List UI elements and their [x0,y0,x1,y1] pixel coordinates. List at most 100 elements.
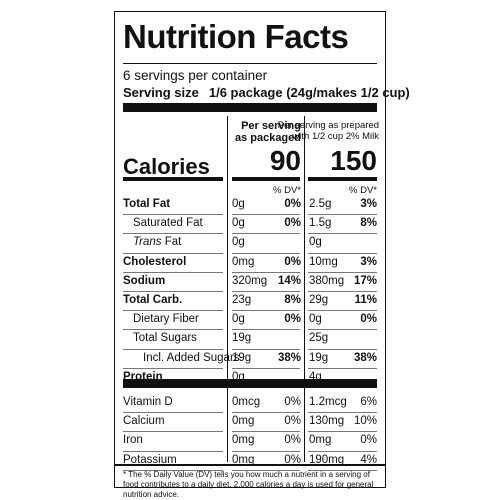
row-divider [123,233,223,235]
nutrient-name: Incl. Added Sugars [143,351,240,364]
dv-col1: 0% [284,415,301,428]
row-divider [308,431,377,433]
row-divider [123,412,223,413]
dv-col2: 4% [360,453,377,466]
dv-col1: 0% [284,313,301,326]
row-divider [123,290,223,292]
table-row: Iron 0mg 0% 0mg 0% [115,431,385,452]
amount-col2: 29g [309,294,329,306]
nutrient-name: Total Fat [123,198,171,210]
dv-col1: 0% [284,217,301,230]
dv-col1: 0% [284,396,301,408]
col1-header: Per serving as packaged [235,120,301,144]
dv-header-col1: % DV* [273,185,301,196]
col1-header-line2: as packaged [234,132,301,144]
amount-col1: 0mg [232,415,255,428]
row-divider [123,431,223,433]
serving-size: Serving size 1/6 package (24g/makes 1/2 c… [123,85,410,100]
dv-col1: 14% [277,274,301,287]
amount-col2: 190mg [309,453,345,466]
calories-bar-col2 [308,177,377,181]
table-row: Total Carb. 23g 8% 29g 11% [115,291,385,311]
row-divider [232,233,300,235]
servings-per-container: 6 servings per container [123,68,268,83]
dv-col2: 3% [360,198,377,210]
dv-col2: 11% [354,294,377,306]
dv-col1: 0% [284,434,301,447]
row-divider [123,367,223,369]
calories-bar [123,177,223,181]
row-divider [308,233,377,235]
row-divider [232,367,300,369]
amount-col2: 0g [309,313,322,326]
amount-col2: 0mg [309,434,332,447]
row-divider [308,450,377,452]
col2-header-line1: Per serving as prepared [277,120,379,131]
amount-col1: 0g [232,236,245,249]
amount-col2: 130mg [309,415,345,428]
divider [123,63,377,64]
nutrition-facts-label: Nutrition Facts 6 servings per container… [114,11,410,499]
row-divider [123,310,223,311]
row-divider [232,412,300,413]
row-divider [123,252,223,254]
row-divider [308,252,377,254]
nutrient-name: Total Carb. [123,294,183,306]
col2-header: Per serving as prepared with 1/2 cup 2% … [278,120,379,142]
dv-col2: 0% [360,313,377,326]
thick-divider [123,103,377,112]
dv-col1: 0% [284,255,301,268]
amount-col1: 320mg [232,274,268,287]
dv-col2: 17% [353,274,377,287]
row-divider [308,290,377,292]
footnote-divider [115,464,385,466]
table-row: Potassium 0mg 0% 190mg 4% [115,451,385,471]
dv-col2: 6% [360,396,377,408]
nutrient-name: Dietary Fiber [133,313,199,326]
amount-col2: 1.5g [309,217,332,230]
amount-col1: 0g [232,313,245,326]
amount-col1: 19g [232,332,252,345]
amount-col1: 0mg [232,453,255,466]
table-row: Vitamin D 0mcg 0% 1.2mcg 6% [115,393,385,413]
nutrient-name: Calcium [123,415,165,428]
row-divider [232,348,300,350]
col1-header-line1: Per serving [241,120,301,132]
row-divider [232,431,300,433]
row-divider [308,367,377,369]
dv-col2: 8% [360,217,377,230]
nutrient-name: Total Sugars [133,332,197,345]
serving-size-value: 1/6 package (24g/makes 1/2 cup) [208,85,410,100]
dv-col2: 3% [360,255,377,268]
table-row: Cholesterol 0mg 0% 10mg 3% [115,253,385,273]
row-divider [232,252,300,254]
nutrient-name: Saturated Fat [133,217,203,230]
nutrient-name: Sodium [123,274,166,287]
dv-col2: 38% [353,351,377,364]
calories-col2: 150 [330,145,377,176]
table-row: Total Sugars 19g 25g [115,329,385,350]
nutrient-name: Vitamin D [123,396,173,408]
amount-col1: 0g [232,217,245,230]
table-row: Incl. Added Sugars 19g 38% 19g 38% [115,349,385,369]
row-divider [232,290,300,292]
dv-col2: 10% [353,415,377,428]
amount-col1: 19g [232,351,252,364]
row-divider [232,329,300,331]
label-title: Nutrition Facts [123,18,349,55]
amount-col1: 0mcg [232,396,261,408]
dv-col1: 38% [277,351,301,364]
table-row: Trans Fat 0g 0g [115,233,385,254]
amount-col1: 23g [232,294,252,306]
column-separator [304,116,305,462]
calories-label: Calories [123,154,210,179]
calories-bar-col1 [232,177,300,181]
row-divider [308,412,377,413]
row-divider [308,271,377,273]
amount-col2: 10mg [309,255,338,268]
column-separator [227,116,228,462]
row-divider [232,469,300,471]
amount-col2: 19g [309,351,329,364]
table-row: Calcium 0mg 0% 130mg 10% [115,412,385,433]
row-divider [232,450,300,452]
